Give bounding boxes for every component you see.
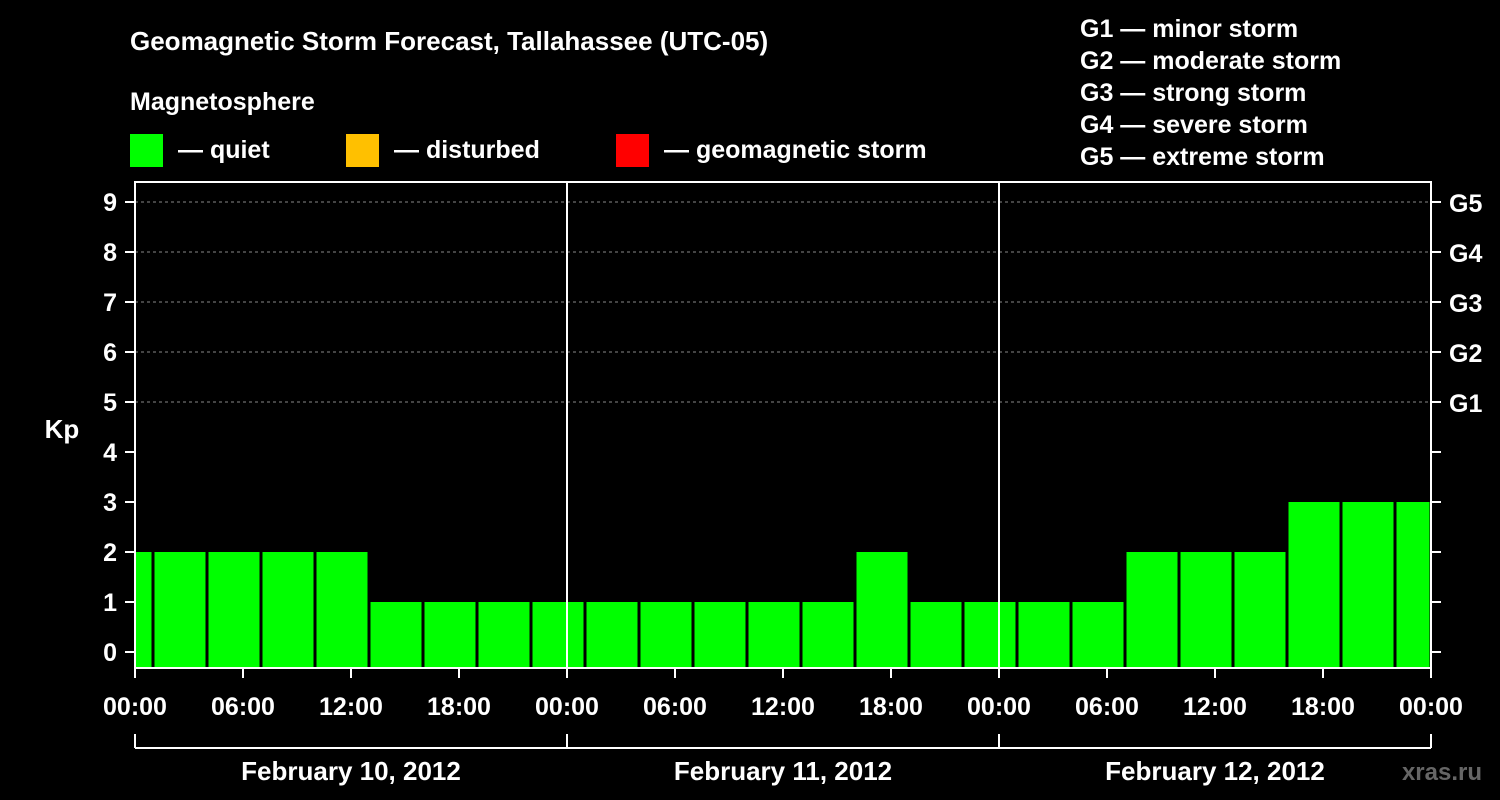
x-tick-label: 18:00 [859, 693, 923, 721]
kp-bar [424, 602, 476, 668]
date-label: February 11, 2012 [674, 756, 892, 786]
kp-bar [910, 602, 962, 668]
storm-scale-g4: G4 — severe storm [1080, 111, 1308, 139]
kp-bar [262, 552, 314, 668]
x-tick-label: 06:00 [211, 693, 275, 721]
y-axis-label: Kp [45, 414, 80, 444]
storm-level-label: G5 [1449, 190, 1482, 218]
kp-bar [748, 602, 800, 668]
storm-scale-g1: G1 — minor storm [1080, 15, 1298, 43]
storm-level-label: G1 [1449, 390, 1482, 418]
x-tick-label: 00:00 [967, 693, 1031, 721]
legend-label-disturbed: — disturbed [394, 136, 540, 164]
storm-level-label: G4 [1449, 240, 1482, 268]
y-tick-label: 9 [103, 189, 117, 217]
kp-bars [135, 502, 1430, 668]
kp-bar [478, 602, 530, 668]
storm-scale-g3: G3 — strong storm [1080, 79, 1306, 107]
x-tick-label: 18:00 [427, 693, 491, 721]
legend-swatch-disturbed [346, 134, 379, 167]
kp-bar [1126, 552, 1178, 668]
kp-bar [802, 602, 854, 668]
date-label: February 12, 2012 [1105, 756, 1325, 786]
y-axis: 0 1 2 3 4 5 6 7 8 9 [103, 189, 135, 667]
y-tick-label: 5 [103, 389, 117, 417]
kp-bar [964, 602, 1016, 668]
date-label: February 10, 2012 [241, 756, 461, 786]
legend-swatch-quiet [130, 134, 163, 167]
x-tick-label: 12:00 [1183, 693, 1247, 721]
kp-bar [532, 602, 584, 668]
x-tick-label: 12:00 [751, 693, 815, 721]
storm-scale-g5: G5 — extreme storm [1080, 143, 1325, 171]
storm-level-label: G3 [1449, 290, 1482, 318]
kp-bar [154, 552, 206, 668]
kp-bar [640, 602, 692, 668]
x-tick-label: 06:00 [643, 693, 707, 721]
kp-bar [694, 602, 746, 668]
y-tick-label: 3 [103, 489, 117, 517]
kp-bar [208, 552, 260, 668]
y-tick-label: 2 [103, 539, 117, 567]
storm-level-label: G2 [1449, 340, 1482, 368]
x-tick-label: 12:00 [319, 693, 383, 721]
x-tick-label: 00:00 [1399, 693, 1463, 721]
kp-bar [1288, 502, 1340, 668]
x-tick-label: 00:00 [535, 693, 599, 721]
kp-bar [1072, 602, 1124, 668]
storm-level-axis: G1 G2 G3 G4 G5 [1431, 190, 1482, 653]
kp-bar [370, 602, 422, 668]
legend-label-quiet: — quiet [178, 136, 270, 164]
y-tick-label: 6 [103, 339, 117, 367]
date-axis: February 10, 2012 February 11, 2012 Februa… [134, 734, 1432, 786]
storm-scale-g2: G2 — moderate storm [1080, 47, 1341, 75]
legend-swatch-storm [616, 134, 649, 167]
kp-bar [586, 602, 638, 668]
x-tick-label: 18:00 [1291, 693, 1355, 721]
kp-bar [135, 552, 152, 668]
x-tick-label: 06:00 [1075, 693, 1139, 721]
kp-bar [1018, 602, 1070, 668]
legend-label-storm: — geomagnetic storm [664, 136, 927, 164]
legend-heading: Magnetosphere [130, 88, 315, 116]
kp-bar [1342, 502, 1394, 668]
y-tick-label: 0 [103, 639, 117, 667]
kp-bar [1396, 502, 1430, 668]
y-tick-label: 7 [103, 289, 117, 317]
y-tick-label: 8 [103, 239, 117, 267]
kp-bar [1180, 552, 1232, 668]
storm-scale-legend: G1 — minor storm G2 — moderate storm G3 … [1080, 15, 1341, 171]
chart-title: Geomagnetic Storm Forecast, Tallahassee … [130, 26, 768, 56]
x-axis: 00:00 06:00 12:00 18:00 00:00 06:00 12:00 18:00… [103, 668, 1463, 721]
x-tick-label: 00:00 [103, 693, 167, 721]
magnetosphere-legend: Magnetosphere — quiet — disturbed — geom… [130, 88, 927, 167]
y-tick-label: 4 [103, 439, 117, 467]
kp-bar [1234, 552, 1286, 668]
kp-bar [316, 552, 368, 668]
grid-lines [135, 201, 1431, 403]
kp-bar [856, 552, 908, 668]
watermark: xras.ru [1402, 759, 1482, 786]
y-tick-label: 1 [103, 589, 117, 617]
